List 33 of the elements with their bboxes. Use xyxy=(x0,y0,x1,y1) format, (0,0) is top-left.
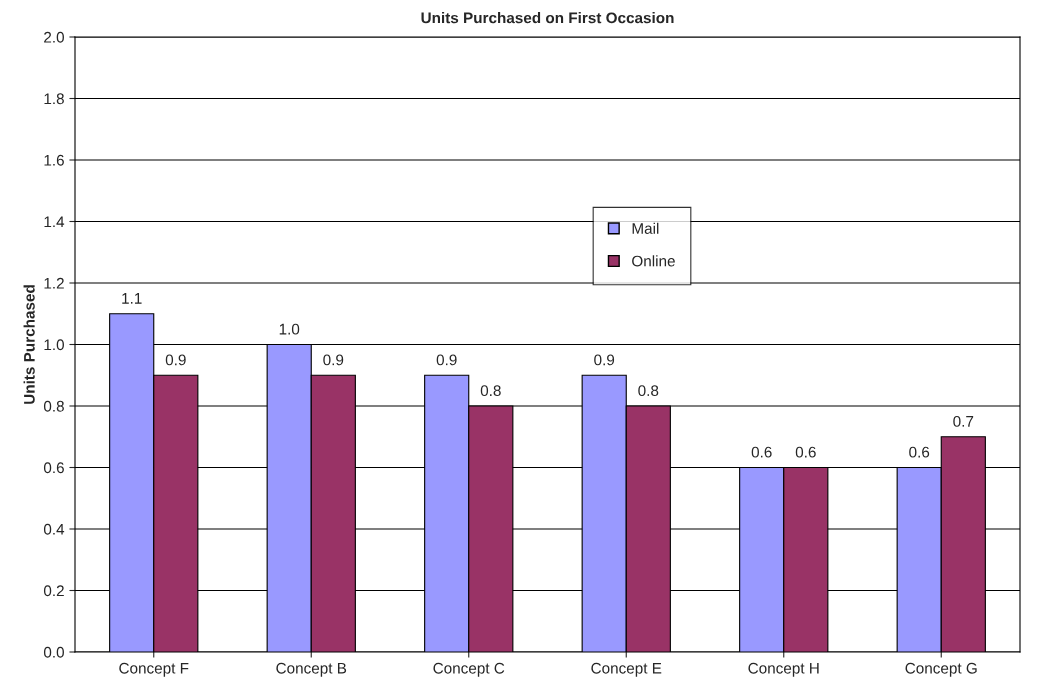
y-tick-label: 1.2 xyxy=(44,277,64,289)
y-tick-label: 0.2 xyxy=(43,585,64,597)
y-tick-label: 0.0 xyxy=(43,646,64,658)
data-label: 0.9 xyxy=(594,354,615,366)
y-tick-label: 1.6 xyxy=(44,154,64,166)
y-tick-label: 1.0 xyxy=(44,339,64,351)
y-tick-label: 0.8 xyxy=(43,400,64,412)
y-tick-label: 1.4 xyxy=(44,216,65,228)
data-label: 1.0 xyxy=(279,323,300,335)
y-axis-title: Units Purchased xyxy=(23,285,35,404)
x-tick-label: Concept E xyxy=(591,662,662,677)
x-tick-label: Concept F xyxy=(119,662,189,677)
data-label: 0.8 xyxy=(638,385,659,397)
data-label: 0.6 xyxy=(909,446,930,458)
data-label: 0.8 xyxy=(480,385,501,397)
legend-label: Online xyxy=(632,255,675,267)
data-label: 0.6 xyxy=(751,446,772,458)
data-label: 0.9 xyxy=(323,354,344,366)
x-tick-label: Concept H xyxy=(748,662,819,677)
chart-title: Units Purchased on First Occasion xyxy=(421,12,674,24)
y-tick-label: 2.0 xyxy=(44,31,64,43)
legend-label: Mail xyxy=(632,222,659,234)
data-label: 0.9 xyxy=(165,354,186,366)
x-tick-label: Concept B xyxy=(276,662,347,677)
data-label: 0.9 xyxy=(436,354,457,366)
x-tick-label: Concept C xyxy=(433,662,505,677)
data-label: 0.7 xyxy=(953,415,974,427)
y-tick-label: 0.6 xyxy=(43,462,64,474)
y-tick-label: 1.8 xyxy=(44,93,64,105)
y-tick-label: 0.4 xyxy=(43,523,65,535)
data-label: 0.6 xyxy=(795,446,816,458)
x-tick-label: Concept G xyxy=(905,662,977,677)
data-label: 1.1 xyxy=(122,293,142,304)
